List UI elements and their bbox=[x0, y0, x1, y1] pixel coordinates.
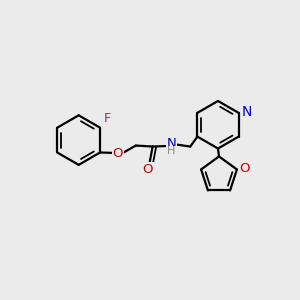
Text: O: O bbox=[240, 162, 250, 175]
Text: H: H bbox=[167, 146, 175, 157]
Text: N: N bbox=[241, 105, 252, 119]
Text: N: N bbox=[167, 137, 176, 150]
Text: F: F bbox=[103, 112, 111, 125]
Text: O: O bbox=[142, 163, 153, 176]
Text: O: O bbox=[113, 147, 123, 160]
